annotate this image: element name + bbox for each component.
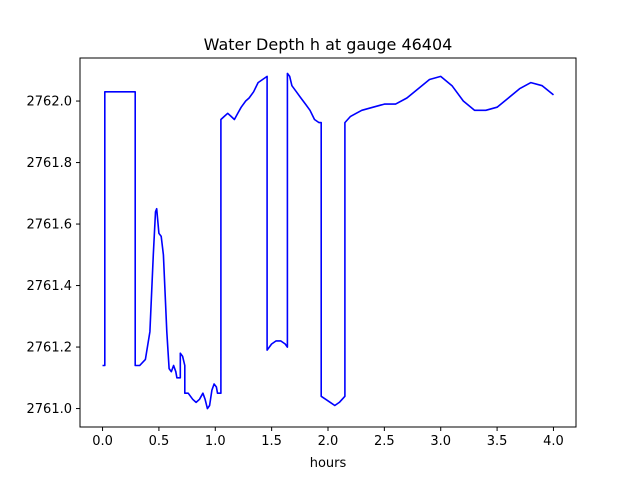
x-tick-label: 3.5: [487, 434, 508, 449]
x-tick-label: 0.0: [92, 434, 113, 449]
y-tick-label: 2761.0: [27, 402, 73, 417]
x-axis: 0.0 0.5 1.0 1.5 2.0 2.5 3.0 3.5 4.0: [92, 427, 564, 449]
x-axis-label: hours: [310, 456, 347, 471]
x-tick-label: 3.0: [430, 434, 451, 449]
y-tick-label: 2762.0: [27, 95, 73, 110]
chart-title: Water Depth h at gauge 46404: [204, 35, 453, 54]
x-tick-label: 4.0: [543, 434, 564, 449]
y-tick-label: 2761.2: [27, 341, 73, 356]
y-axis: 2761.0 2761.2 2761.4 2761.6 2761.8 2762.0: [27, 95, 80, 417]
y-tick-label: 2761.6: [27, 218, 73, 233]
y-tick-label: 2761.4: [27, 279, 73, 294]
y-tick-label: 2761.8: [27, 156, 73, 171]
series-line: [102, 72, 555, 410]
x-tick-label: 0.5: [149, 434, 170, 449]
x-tick-label: 2.0: [318, 434, 339, 449]
x-tick-label: 1.5: [261, 434, 282, 449]
x-tick-label: 2.5: [374, 434, 395, 449]
x-tick-label: 1.0: [205, 434, 226, 449]
